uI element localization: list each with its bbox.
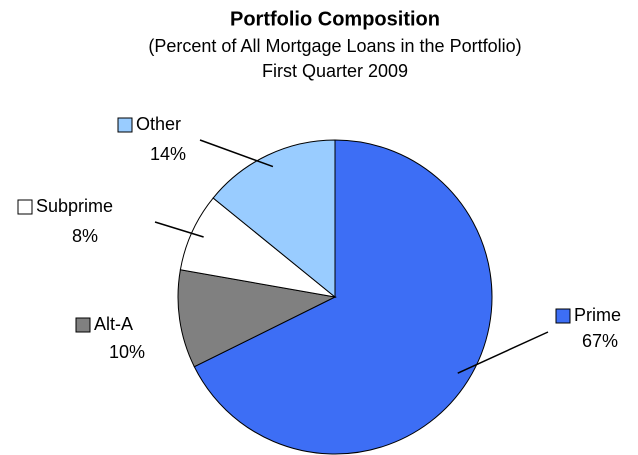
- slice-label: Other: [136, 114, 181, 134]
- legend-swatch: [117, 117, 133, 133]
- slice-value: 10%: [109, 342, 145, 362]
- pie-slice: [177, 269, 337, 368]
- leader-line: [154, 221, 204, 238]
- legend-swatch: [555, 308, 571, 324]
- slice-value: 67%: [582, 331, 618, 351]
- legend-swatch: [75, 317, 91, 333]
- pie-slice: [212, 139, 336, 299]
- leader-line: [199, 139, 274, 168]
- slice-label: Prime: [574, 305, 621, 325]
- slice-value: 14%: [150, 144, 186, 164]
- legend-swatch: [17, 199, 33, 215]
- slice-value: 8%: [72, 226, 98, 246]
- pie-slice: [193, 139, 493, 455]
- slice-label: Alt-A: [94, 314, 133, 334]
- slice-label: Subprime: [36, 196, 113, 216]
- chart-subtitle: (Percent of All Mortgage Loans in the Po…: [148, 36, 521, 56]
- chart-subtitle: First Quarter 2009: [262, 61, 408, 81]
- leader-line: [457, 331, 549, 374]
- chart-title: Portfolio Composition: [230, 8, 440, 30]
